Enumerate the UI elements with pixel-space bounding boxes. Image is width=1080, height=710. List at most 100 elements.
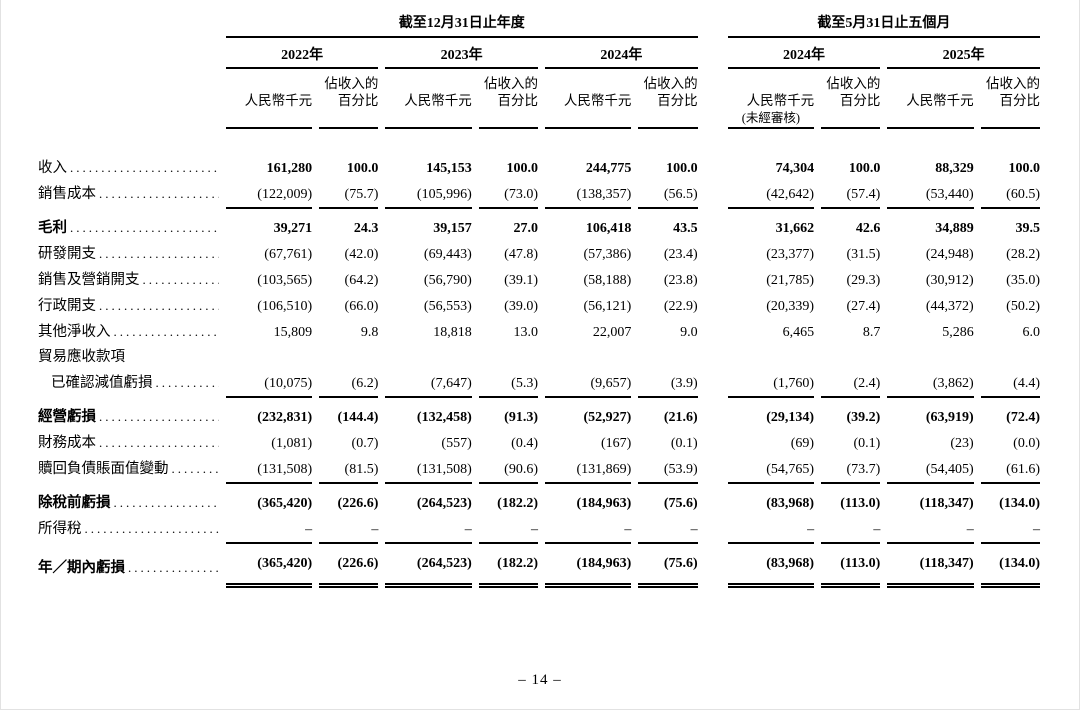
amount-cell: 5,286 [942, 325, 974, 340]
dot-leader: ........................................… [128, 560, 219, 575]
table-row: 毛利......................................… [38, 207, 1040, 241]
amount-cell: (184,963) [544, 482, 632, 516]
amount-cell: (69) [790, 436, 815, 451]
table-row: 除稅前虧損...................................… [38, 482, 1040, 516]
group-gap-spacer [705, 241, 721, 267]
percent-cell: 24.3 [319, 207, 379, 241]
amount-cell: (105,996) [416, 187, 472, 202]
percent-cell: – [873, 522, 881, 537]
group-gap-spacer [705, 456, 721, 482]
percent-cell: 43.5 [638, 207, 698, 241]
amount-cell: (23,377) [766, 247, 815, 262]
amount-cell: (103,565) [257, 273, 313, 288]
group-gap-spacer [705, 69, 721, 129]
percent-cell: (182.2) [478, 542, 538, 588]
amount-cell: (184,963) [544, 542, 632, 588]
year-header-2024-5m: 2024年 [727, 38, 881, 69]
dot-leader: ........................................… [99, 246, 219, 261]
percent-cell: (75.6) [638, 482, 698, 516]
amount-cell: (132,458) [385, 396, 472, 430]
amount-cell: (83,968) [727, 482, 815, 516]
amount-cell: – [464, 522, 472, 537]
amount-cell: (42,642) [766, 187, 815, 202]
row-label: 收入......................................… [38, 129, 219, 181]
col-header-amount: 人民幣千元 [385, 69, 472, 129]
amount-cell: (365,420) [225, 482, 313, 516]
percent-cell: (31.5) [846, 247, 881, 262]
table-row: 銷售及營銷開支.................................… [38, 267, 1040, 293]
percent-cell: (4.4) [1013, 376, 1040, 391]
period-group-annual: 截至12月31日止年度 [225, 10, 698, 38]
row-label: 經營虧損....................................… [38, 396, 219, 430]
amount-cell: – [305, 522, 313, 537]
col-header-percent: 佔收入的百分比 [980, 69, 1040, 129]
percent-cell: (113.0) [821, 482, 881, 516]
percent-cell: (5.3) [511, 376, 538, 391]
group-gap-spacer [705, 181, 721, 207]
dot-leader: ........................................… [99, 298, 219, 313]
table-row: 已確認減值虧損.................................… [38, 370, 1040, 396]
corner-spacer [38, 38, 219, 69]
corner-spacer [38, 69, 219, 129]
percent-cell: (134.0) [980, 542, 1040, 588]
dot-leader: ........................................… [99, 435, 219, 450]
amount-cell: (56,121) [583, 299, 632, 314]
amount-cell: (557) [441, 436, 472, 451]
year-header-2022: 2022年 [225, 38, 379, 69]
amount-cell: 39,157 [385, 207, 472, 241]
percent-cell: (81.5) [344, 462, 379, 477]
amount-cell: 74,304 [775, 161, 815, 176]
percent-cell: (50.2) [1006, 299, 1040, 314]
group-gap-spacer [705, 319, 721, 345]
unaudited-note: (未經審核) [741, 111, 801, 125]
percent-cell: (28.2) [1006, 247, 1040, 262]
percent-cell: 8.7 [862, 325, 881, 340]
percent-cell: 6.0 [1022, 325, 1041, 340]
group-gap-spacer [705, 430, 721, 456]
percent-cell: 9.0 [680, 325, 698, 340]
amount-cell: (54,765) [766, 462, 815, 477]
percent-cell: 39.5 [980, 207, 1040, 241]
percent-cell: (42.0) [344, 247, 379, 262]
percent-cell: 100.0 [666, 161, 698, 176]
percent-cell: (39.1) [504, 273, 538, 288]
amount-cell: (44,372) [925, 299, 974, 314]
percent-cell [821, 345, 880, 370]
row-label: 所得稅.....................................… [38, 516, 219, 542]
percent-cell: (57.4) [846, 187, 881, 202]
year-header-2023: 2023年 [385, 38, 538, 69]
amount-cell: (10,075) [264, 376, 313, 391]
col-header-percent: 佔收入的百分比 [638, 69, 698, 129]
amount-cell: 88,329 [935, 161, 974, 176]
dot-leader: ........................................… [171, 461, 219, 476]
amount-cell: (131,508) [416, 462, 472, 477]
percent-cell [479, 345, 538, 370]
col-header-percent: 佔收入的百分比 [478, 69, 538, 129]
table-row: 年／期內虧損..................................… [38, 542, 1040, 588]
percent-cell: 42.6 [821, 207, 881, 241]
col-header-amount: 人民幣千元 [887, 69, 974, 129]
percent-cell: (60.5) [1006, 187, 1040, 202]
row-label: 年／期內虧損..................................… [38, 542, 219, 588]
percent-cell: – [530, 522, 538, 537]
amount-cell: (106,510) [257, 299, 313, 314]
amount-cell: (57,386) [583, 247, 632, 262]
percent-cell: (0.0) [1013, 436, 1040, 451]
table-row: 贖回負債賬面值變動...............................… [38, 456, 1040, 482]
percent-cell [319, 345, 378, 370]
percent-cell: (66.0) [344, 299, 379, 314]
amount-cell: (122,009) [257, 187, 313, 202]
amount-cell: (56,790) [423, 273, 472, 288]
row-label: 已確認減值虧損.................................… [38, 370, 219, 396]
percent-cell [638, 345, 697, 370]
amount-cell: 145,153 [426, 161, 472, 176]
percent-cell: (0.1) [670, 436, 698, 451]
dot-leader: ........................................… [155, 375, 219, 390]
amount-cell: (1,081) [271, 436, 313, 451]
amount-cell: (56,553) [423, 299, 472, 314]
page-number: – 14 – [518, 672, 562, 688]
amount-cell: 161,280 [266, 161, 313, 176]
percent-cell: (0.7) [351, 436, 379, 451]
percent-cell: (91.3) [478, 396, 538, 430]
